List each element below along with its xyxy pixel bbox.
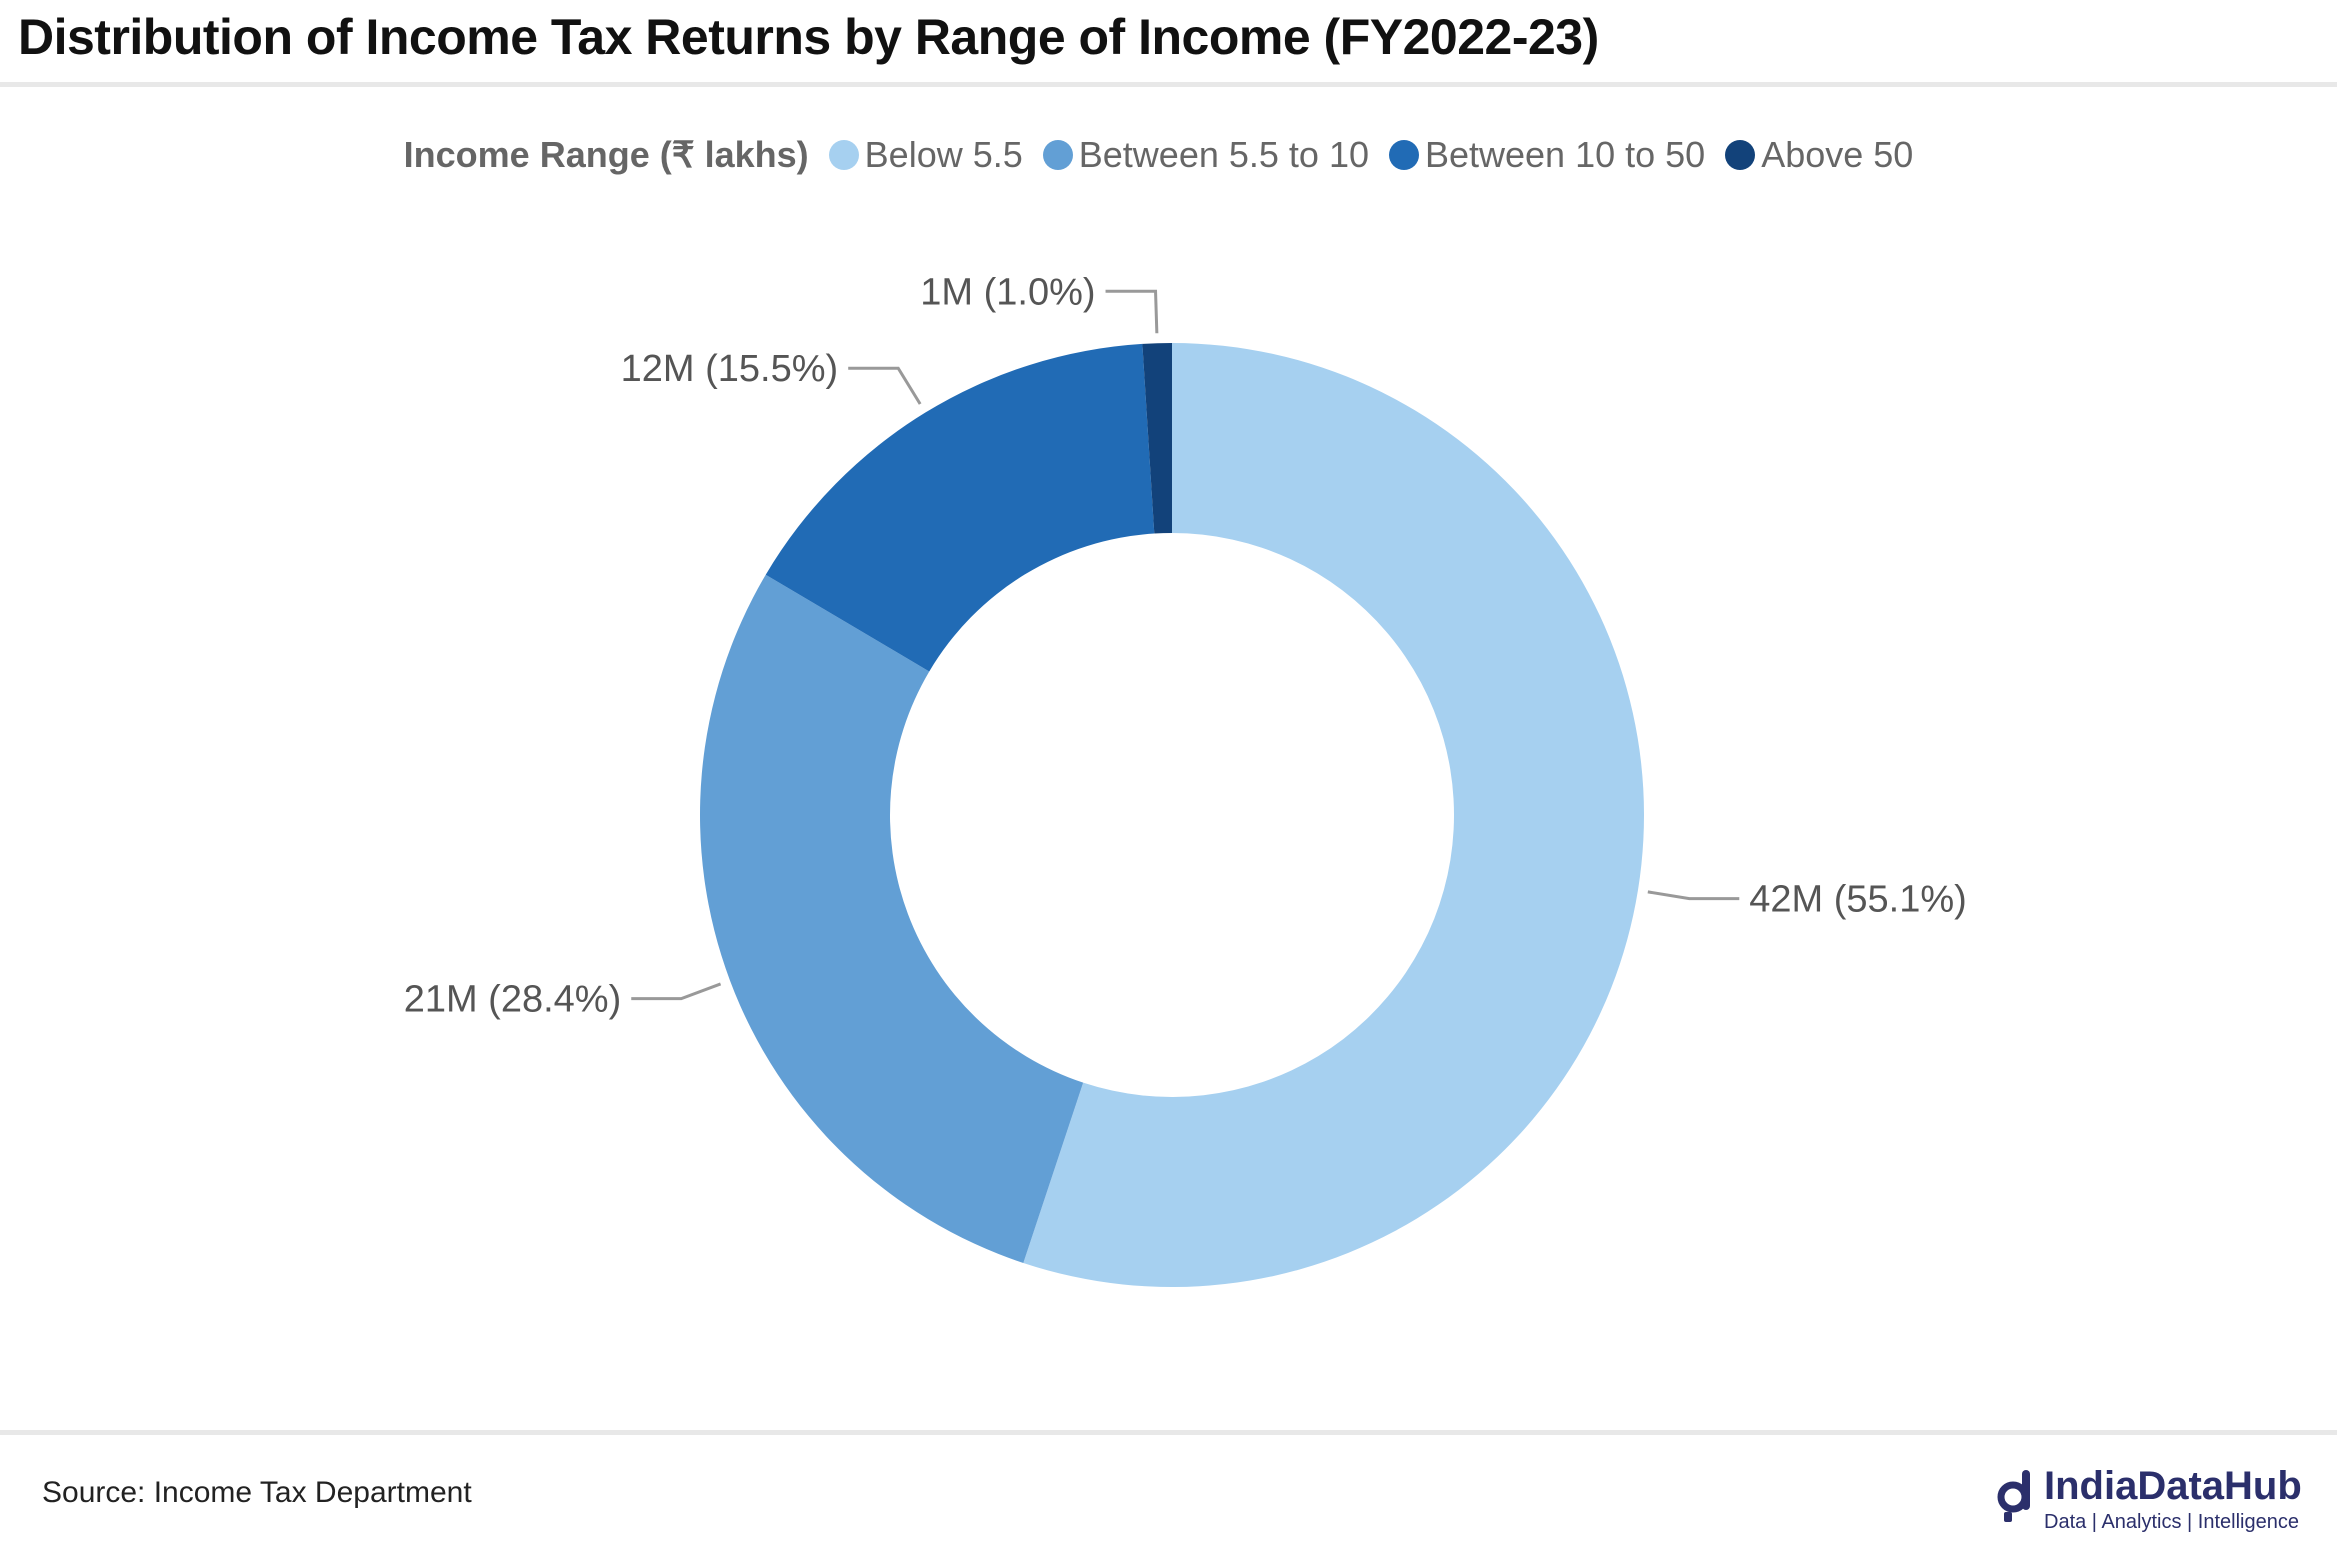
legend-marker	[1042, 140, 1073, 170]
data-label-1: 21M (28.4%)	[404, 979, 622, 1021]
legend-label: Below 5.5	[864, 134, 1023, 175]
legend-item-10-to-50[interactable]: Between 10 to 50	[1388, 134, 1706, 176]
legend-title: Income Range (₹ lakhs)	[403, 134, 809, 175]
leader-line-1	[631, 982, 722, 1001]
legend-label: Between 10 to 50	[1424, 134, 1706, 175]
data-label-3: 1M (1.0%)	[920, 271, 1095, 313]
legend-marker	[828, 140, 859, 170]
donut-slice-2[interactable]	[765, 343, 1155, 672]
data-label-0: 42M (55.1%)	[1749, 879, 1967, 921]
legend-item-5-5-to-10[interactable]: Between 5.5 to 10	[1042, 134, 1369, 176]
legend-item-above-50[interactable]: Above 50	[1725, 134, 1913, 176]
brand-icon	[1997, 1470, 2030, 1522]
leader-line-3	[1105, 289, 1159, 334]
leader-line-0	[1647, 890, 1740, 901]
legend-label: Above 50	[1761, 134, 1914, 175]
donut-slice-3[interactable]	[1142, 343, 1172, 534]
brand-name: IndiaDataHub	[2044, 1464, 2302, 1508]
source-note: Source: Income Tax Department	[42, 1476, 472, 1509]
legend-label: Between 5.5 to 10	[1078, 134, 1369, 175]
donut-slice-1[interactable]	[699, 574, 1084, 1263]
bottom-divider	[0, 1430, 2337, 1435]
donut-slice-0[interactable]	[1023, 343, 1645, 1287]
top-divider	[0, 82, 2337, 87]
chart-title: Distribution of Income Tax Returns by Ra…	[18, 9, 1599, 65]
legend-item-below-5-5[interactable]: Below 5.5	[828, 134, 1023, 176]
brand-tagline: Data | Analytics | Intelligence	[2044, 1511, 2299, 1533]
legend-marker	[1388, 140, 1419, 170]
legend: Income Range (₹ lakhs) Below 5.5 Between…	[0, 134, 2337, 176]
legend-marker	[1725, 140, 1756, 170]
data-label-2: 12M (15.5%)	[621, 348, 839, 390]
leader-line-2	[848, 366, 922, 405]
brand-logo: IndiaDataHub Data | Analytics | Intellig…	[1996, 1464, 2302, 1536]
